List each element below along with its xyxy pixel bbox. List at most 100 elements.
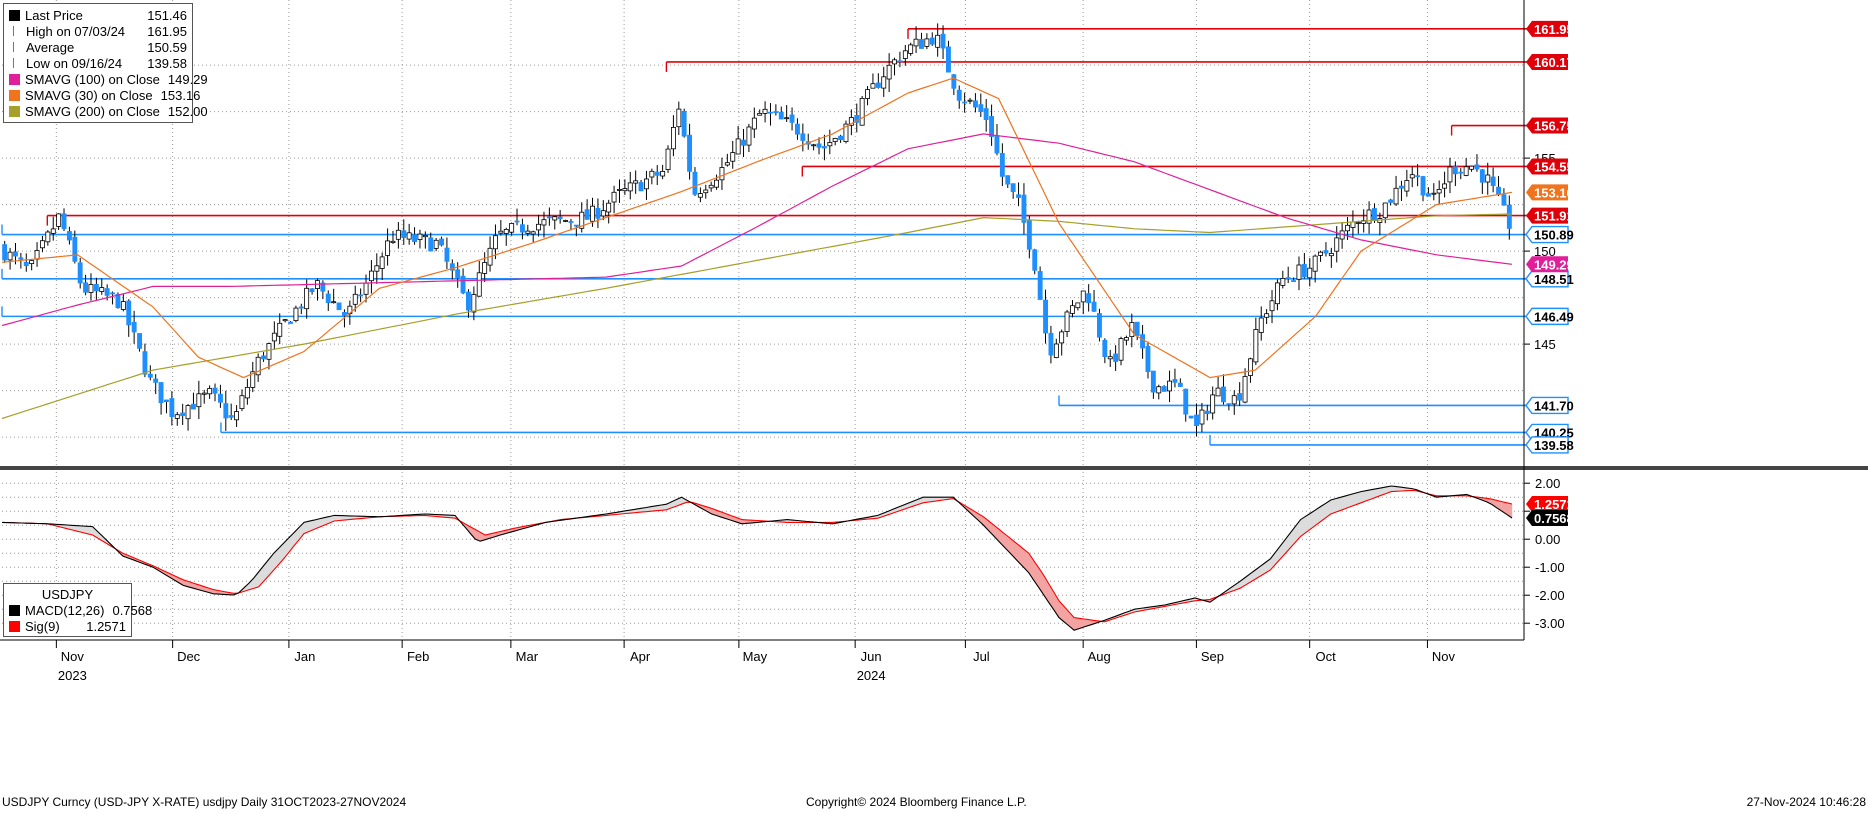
candle (644, 170, 649, 200)
macd-tick-label: -1.00 (1535, 560, 1565, 575)
legend-label: SMAVG (30) on Close (25, 87, 153, 103)
legend-label: High on 07/03/24 (26, 23, 126, 39)
candle (412, 227, 417, 245)
candle (1506, 195, 1512, 240)
legend-label: Low on 09/16/24 (26, 55, 123, 71)
candle (261, 352, 266, 362)
candle (924, 33, 930, 50)
svg-text:160.17: 160.17 (1534, 55, 1574, 70)
candle (385, 228, 390, 266)
candle (541, 211, 547, 238)
candle (811, 143, 817, 151)
candle (724, 153, 730, 167)
candle (1269, 290, 1275, 324)
candle (120, 293, 126, 312)
legend-value: 152.00 (167, 103, 208, 119)
candle (935, 23, 941, 57)
candle (563, 219, 568, 223)
support-resistance-levels (1, 28, 1528, 446)
candle (956, 85, 962, 109)
sma100-line (1, 133, 1513, 327)
candle (1097, 308, 1102, 342)
candle (897, 51, 903, 68)
candle (1140, 324, 1145, 359)
candle (1107, 349, 1113, 367)
candle (875, 73, 881, 89)
candle (600, 200, 606, 221)
candle (708, 181, 714, 192)
macd-tick-label: -2.00 (1535, 588, 1565, 603)
candle (142, 343, 148, 378)
macd-tick-label: 2.00 (1535, 476, 1560, 491)
level-tag: 161.95 (1526, 20, 1574, 37)
candle (1134, 321, 1140, 341)
orange-square-icon (9, 89, 20, 101)
candle (1323, 242, 1329, 257)
legend-value: 139.58 (147, 55, 187, 71)
candle (622, 179, 628, 195)
candle (762, 101, 768, 123)
level-tag: 154.55 (1526, 158, 1574, 175)
candle (687, 123, 692, 180)
legend-value: 161.95 (147, 23, 187, 39)
candle (1204, 404, 1210, 421)
candle (325, 290, 331, 311)
svg-text:139.58: 139.58 (1534, 438, 1574, 453)
candle (1183, 388, 1189, 422)
candle (768, 103, 773, 126)
candle (552, 215, 558, 230)
candle (1463, 158, 1469, 177)
candle (967, 97, 973, 105)
main-grid (2, 0, 1524, 640)
candle (422, 231, 428, 249)
candle (1070, 299, 1075, 318)
candle (1199, 402, 1205, 433)
candle (530, 230, 536, 243)
candle (870, 73, 876, 89)
candle (1237, 382, 1243, 406)
legend-value: 149.29 (167, 71, 208, 87)
candle (390, 230, 396, 244)
candle (1318, 250, 1323, 262)
candle (72, 230, 78, 264)
candle (633, 170, 639, 194)
candle (93, 277, 99, 300)
macd-label: MACD(12,26) (25, 602, 105, 618)
candle (1242, 368, 1248, 404)
candle (196, 380, 202, 420)
candle (1102, 338, 1108, 364)
candle (271, 321, 277, 350)
high-marker-icon (13, 26, 20, 36)
candle (174, 411, 180, 426)
candle (368, 260, 374, 294)
candle (940, 25, 946, 59)
candle (865, 85, 870, 106)
candle (557, 210, 563, 224)
candle (131, 310, 137, 344)
candle (67, 226, 72, 245)
candle (331, 288, 337, 304)
olive-square-icon (9, 105, 20, 117)
candle (1334, 226, 1340, 263)
value-tags: 161.95 160.17 156.75 154.55 151.91 150.89 148.… (1525, 20, 1574, 527)
candle (989, 104, 994, 146)
macd-swatch (9, 604, 20, 616)
candle (45, 230, 51, 246)
candle (665, 145, 671, 173)
candle (1366, 201, 1372, 234)
macd-panel (1, 485, 1513, 631)
candle (962, 92, 968, 113)
legend-label: SMAVG (200) on Close (25, 103, 160, 119)
candle (832, 137, 838, 146)
candle (1226, 403, 1232, 411)
candle (595, 198, 601, 229)
macd-band (1330, 498, 1337, 515)
candle (1275, 279, 1280, 311)
candle (433, 238, 439, 252)
candle (546, 207, 552, 226)
footer-timestamp: 27-Nov-2024 10:46:28 (1746, 795, 1866, 809)
candle (978, 93, 984, 117)
candle (994, 123, 1000, 156)
average-marker-icon (13, 42, 20, 52)
